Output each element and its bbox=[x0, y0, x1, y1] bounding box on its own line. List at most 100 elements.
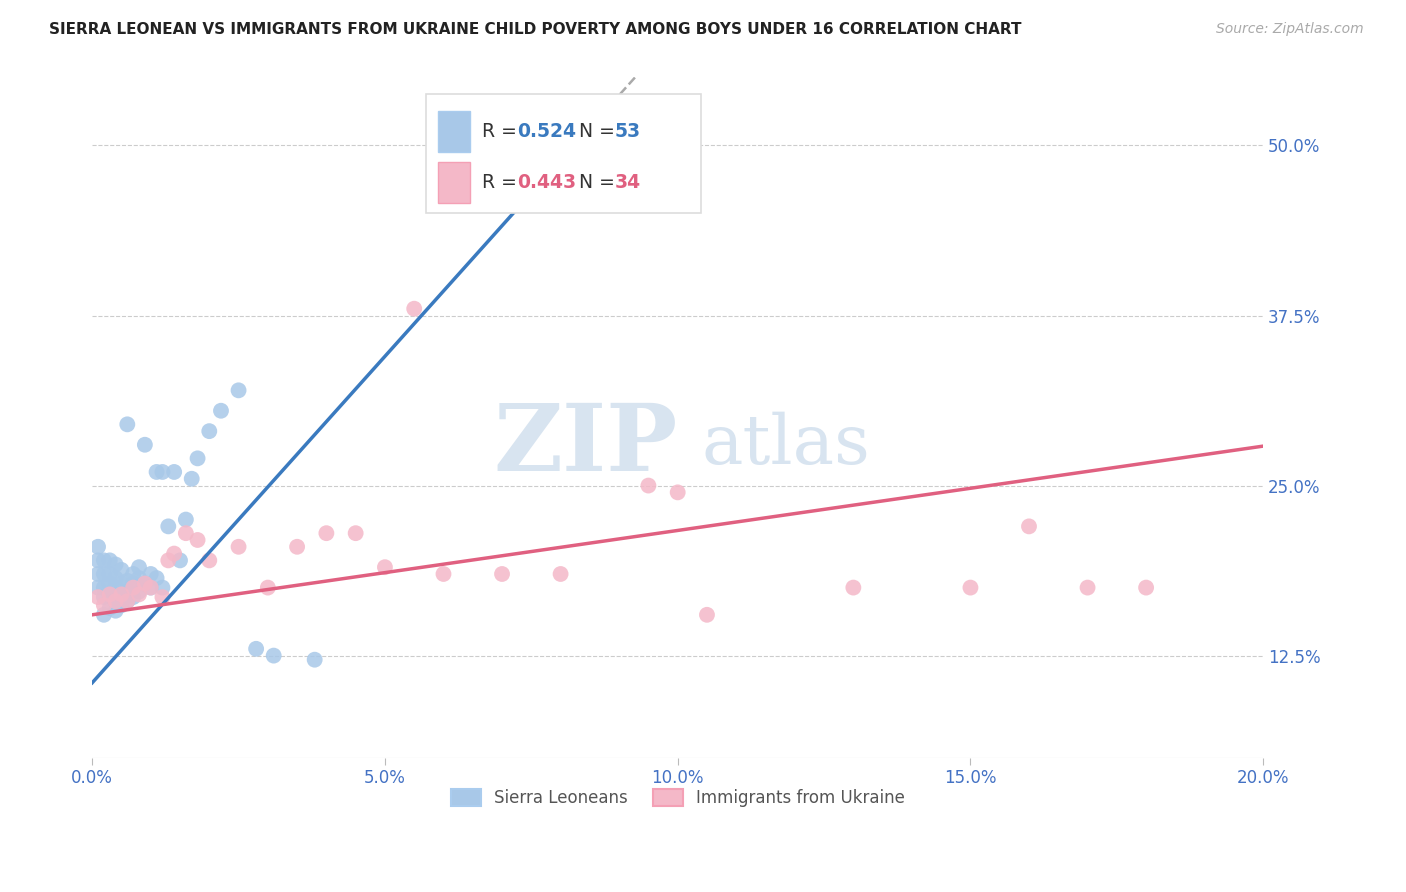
Text: Source: ZipAtlas.com: Source: ZipAtlas.com bbox=[1216, 22, 1364, 37]
Point bbox=[145, 465, 167, 479]
Point bbox=[122, 581, 145, 595]
Point bbox=[98, 576, 121, 591]
Point bbox=[104, 558, 127, 572]
Point bbox=[139, 581, 162, 595]
Point bbox=[93, 581, 115, 595]
Point bbox=[152, 590, 174, 604]
Point bbox=[134, 438, 156, 452]
Point bbox=[87, 553, 110, 567]
Point bbox=[209, 403, 232, 417]
Point bbox=[117, 574, 139, 588]
Point bbox=[128, 571, 150, 585]
Point bbox=[163, 465, 186, 479]
Point bbox=[1077, 581, 1099, 595]
Point bbox=[128, 584, 150, 599]
Point bbox=[117, 584, 139, 599]
Point bbox=[117, 417, 139, 432]
Point bbox=[110, 563, 132, 577]
Point bbox=[344, 526, 367, 541]
Point bbox=[550, 566, 572, 581]
Text: 0.443: 0.443 bbox=[517, 173, 576, 193]
Point bbox=[98, 601, 121, 615]
Point bbox=[198, 424, 221, 438]
Point bbox=[637, 478, 659, 492]
Point bbox=[134, 576, 156, 591]
Text: R =: R = bbox=[482, 173, 523, 193]
Point bbox=[128, 587, 150, 601]
Point bbox=[187, 451, 209, 466]
Point bbox=[139, 581, 162, 595]
Point bbox=[117, 594, 139, 608]
Point bbox=[1018, 519, 1040, 533]
Text: N =: N = bbox=[579, 173, 621, 193]
Point bbox=[98, 587, 121, 601]
Point bbox=[117, 594, 139, 608]
Point bbox=[1135, 581, 1157, 595]
Point bbox=[157, 519, 180, 533]
FancyBboxPatch shape bbox=[437, 162, 471, 203]
Point bbox=[315, 526, 337, 541]
Point bbox=[104, 594, 127, 608]
Point bbox=[432, 566, 454, 581]
Text: 0.524: 0.524 bbox=[517, 122, 576, 141]
Point bbox=[245, 641, 267, 656]
Point bbox=[180, 472, 202, 486]
Point bbox=[93, 566, 115, 581]
Point bbox=[666, 485, 689, 500]
Point bbox=[110, 587, 132, 601]
FancyBboxPatch shape bbox=[437, 112, 471, 153]
Point bbox=[122, 576, 145, 591]
Point bbox=[87, 566, 110, 581]
Point bbox=[87, 581, 110, 595]
Point bbox=[87, 590, 110, 604]
Point bbox=[959, 581, 981, 595]
Point bbox=[98, 587, 121, 601]
Point bbox=[98, 566, 121, 581]
Legend: Sierra Leoneans, Immigrants from Ukraine: Sierra Leoneans, Immigrants from Ukraine bbox=[444, 782, 911, 814]
Text: SIERRA LEONEAN VS IMMIGRANTS FROM UKRAINE CHILD POVERTY AMONG BOYS UNDER 16 CORR: SIERRA LEONEAN VS IMMIGRANTS FROM UKRAIN… bbox=[49, 22, 1022, 37]
Point bbox=[169, 553, 191, 567]
Point bbox=[174, 526, 197, 541]
Point bbox=[93, 590, 115, 604]
Point bbox=[128, 560, 150, 574]
Point bbox=[139, 566, 162, 581]
Point bbox=[104, 604, 127, 618]
Point bbox=[157, 553, 180, 567]
Point bbox=[134, 576, 156, 591]
Point bbox=[104, 594, 127, 608]
Point bbox=[256, 581, 278, 595]
FancyBboxPatch shape bbox=[426, 95, 702, 213]
Point bbox=[110, 587, 132, 601]
Point bbox=[152, 465, 174, 479]
Point bbox=[122, 590, 145, 604]
Text: 53: 53 bbox=[614, 122, 641, 141]
Text: N =: N = bbox=[579, 122, 621, 141]
Point bbox=[87, 540, 110, 554]
Point bbox=[491, 566, 513, 581]
Point bbox=[304, 653, 326, 667]
Point bbox=[93, 599, 115, 613]
Point bbox=[104, 581, 127, 595]
Point bbox=[104, 571, 127, 585]
Point bbox=[110, 599, 132, 613]
Point bbox=[163, 547, 186, 561]
Point bbox=[187, 533, 209, 547]
Point bbox=[696, 607, 718, 622]
Point bbox=[152, 581, 174, 595]
Text: R =: R = bbox=[482, 122, 523, 141]
Point bbox=[145, 571, 167, 585]
Point bbox=[285, 540, 308, 554]
Text: 34: 34 bbox=[614, 173, 641, 193]
Point bbox=[198, 553, 221, 567]
Point bbox=[93, 553, 115, 567]
Point bbox=[110, 576, 132, 591]
Point bbox=[228, 384, 250, 398]
Point bbox=[374, 560, 396, 574]
Point bbox=[174, 512, 197, 526]
Point bbox=[122, 566, 145, 581]
Text: atlas: atlas bbox=[702, 411, 870, 478]
Point bbox=[98, 553, 121, 567]
Point bbox=[263, 648, 285, 663]
Point bbox=[404, 301, 426, 316]
Point bbox=[842, 581, 865, 595]
